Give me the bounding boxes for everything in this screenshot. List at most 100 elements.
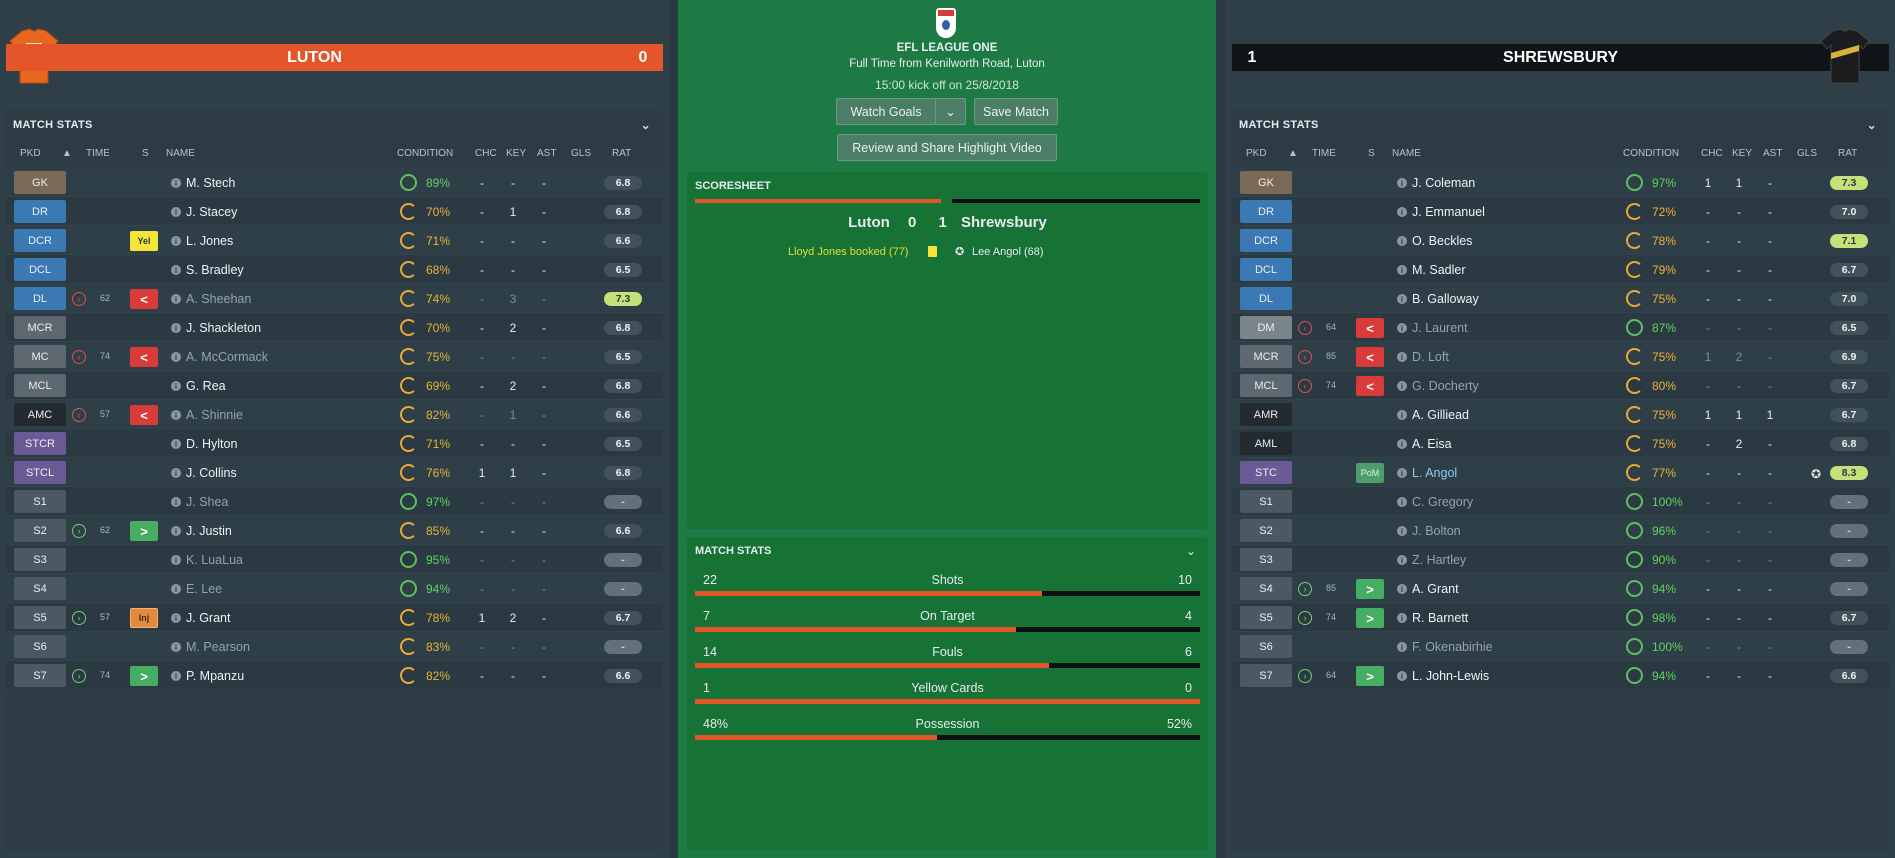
- player-name[interactable]: J. Bolton: [1412, 524, 1461, 538]
- position-badge[interactable]: S1: [1240, 490, 1292, 513]
- player-name[interactable]: J. Laurent: [1412, 321, 1468, 335]
- col-condition[interactable]: CONDITION: [1623, 148, 1680, 159]
- info-icon[interactable]: i: [1397, 265, 1407, 275]
- info-icon[interactable]: i: [171, 236, 181, 246]
- chevron-down-icon[interactable]: ⌄: [1185, 544, 1196, 558]
- col-s[interactable]: S: [1368, 148, 1375, 159]
- position-badge[interactable]: MCR: [14, 316, 66, 339]
- player-name[interactable]: A. Eisa: [1412, 437, 1452, 451]
- info-icon[interactable]: i: [1397, 671, 1407, 681]
- col-rat[interactable]: RAT: [1838, 148, 1858, 159]
- info-icon[interactable]: i: [171, 555, 181, 565]
- col-pkd[interactable]: PKD: [1246, 148, 1267, 159]
- col-s[interactable]: S: [142, 148, 149, 159]
- player-name[interactable]: Z. Hartley: [1412, 553, 1467, 567]
- chevron-down-icon[interactable]: ⌄: [1866, 118, 1877, 132]
- info-icon[interactable]: i: [1397, 323, 1407, 333]
- position-badge[interactable]: S5: [1240, 606, 1292, 629]
- position-badge[interactable]: S6: [1240, 635, 1292, 658]
- player-row[interactable]: DR i J. Emmanuel 72% - - - 7.0: [1232, 197, 1889, 226]
- info-icon[interactable]: i: [1397, 642, 1407, 652]
- player-row[interactable]: MCL ‹ 74 < i G. Docherty 80% - - - 6.7: [1232, 371, 1889, 400]
- player-name[interactable]: D. Loft: [1412, 350, 1449, 364]
- player-row[interactable]: MCR i J. Shackleton 70% - 2 - 6.8: [6, 313, 663, 342]
- position-badge[interactable]: DCL: [14, 258, 66, 281]
- player-name[interactable]: D. Hylton: [186, 437, 238, 451]
- away-event[interactable]: Lee Angol (68): [972, 246, 1044, 258]
- player-row[interactable]: S7 › 74 > i P. Mpanzu 82% - - - 6.6: [6, 661, 663, 690]
- col-chc[interactable]: CHC: [475, 148, 497, 159]
- col-pkd[interactable]: PKD: [20, 148, 41, 159]
- info-icon[interactable]: i: [171, 642, 181, 652]
- info-icon[interactable]: i: [1397, 410, 1407, 420]
- position-badge[interactable]: GK: [14, 171, 66, 194]
- player-name[interactable]: A. Gilliead: [1412, 408, 1469, 422]
- info-icon[interactable]: i: [171, 526, 181, 536]
- player-row[interactable]: AMC ‹ 57 < i A. Shinnie 82% - 1 - 6.6: [6, 400, 663, 429]
- position-badge[interactable]: DCL: [1240, 258, 1292, 281]
- watch-goals-dropdown[interactable]: ⌄: [935, 98, 966, 125]
- player-row[interactable]: DCR Yel i L. Jones 71% - - - 6.6: [6, 226, 663, 255]
- player-name[interactable]: R. Barnett: [1412, 611, 1469, 625]
- info-icon[interactable]: i: [171, 178, 181, 188]
- position-badge[interactable]: DCR: [14, 229, 66, 252]
- col-ast[interactable]: AST: [537, 148, 557, 159]
- player-name[interactable]: A. Grant: [1412, 582, 1459, 596]
- position-badge[interactable]: S7: [14, 664, 66, 687]
- player-name[interactable]: P. Mpanzu: [186, 669, 245, 683]
- player-row[interactable]: GK i M. Stech 89% - - - 6.8: [6, 168, 663, 197]
- player-name[interactable]: K. LuaLua: [186, 553, 243, 567]
- player-name[interactable]: O. Beckles: [1412, 234, 1473, 248]
- player-name[interactable]: C. Gregory: [1412, 495, 1474, 509]
- info-icon[interactable]: i: [171, 613, 181, 623]
- review-share-button[interactable]: Review and Share Highlight Video: [837, 134, 1057, 161]
- position-badge[interactable]: STCL: [14, 461, 66, 484]
- col-time[interactable]: TIME: [86, 148, 110, 159]
- player-name[interactable]: G. Rea: [186, 379, 226, 393]
- col-time[interactable]: TIME: [1312, 148, 1336, 159]
- info-icon[interactable]: i: [171, 323, 181, 333]
- player-name[interactable]: J. Collins: [186, 466, 237, 480]
- player-row[interactable]: GK i J. Coleman 97% 1 1 - 7.3: [1232, 168, 1889, 197]
- info-icon[interactable]: i: [1397, 178, 1407, 188]
- player-name[interactable]: A. McCormack: [186, 350, 268, 364]
- player-name[interactable]: J. Shea: [186, 495, 229, 509]
- player-name[interactable]: J. Grant: [186, 611, 231, 625]
- position-badge[interactable]: MCL: [1240, 374, 1292, 397]
- player-row[interactable]: AML i A. Eisa 75% - 2 - 6.8: [1232, 429, 1889, 458]
- info-icon[interactable]: i: [1397, 439, 1407, 449]
- player-row[interactable]: S2 › 62 > i J. Justin 85% - - - 6.6: [6, 516, 663, 545]
- player-name[interactable]: G. Docherty: [1412, 379, 1479, 393]
- player-name[interactable]: M. Sadler: [1412, 263, 1466, 277]
- player-name[interactable]: J. Emmanuel: [1412, 205, 1485, 219]
- position-badge[interactable]: AML: [1240, 432, 1292, 455]
- player-name[interactable]: M. Stech: [186, 176, 236, 190]
- player-name[interactable]: S. Bradley: [186, 263, 244, 277]
- col-condition[interactable]: CONDITION: [397, 148, 454, 159]
- player-row[interactable]: STCL i J. Collins 76% 1 1 - 6.8: [6, 458, 663, 487]
- info-icon[interactable]: i: [171, 294, 181, 304]
- position-badge[interactable]: DL: [14, 287, 66, 310]
- info-icon[interactable]: i: [1397, 381, 1407, 391]
- player-row[interactable]: DL i B. Galloway 75% - - - 7.0: [1232, 284, 1889, 313]
- home-event[interactable]: Lloyd Jones booked (77): [788, 246, 909, 258]
- player-row[interactable]: S2 i J. Bolton 96% - - - -: [1232, 516, 1889, 545]
- info-icon[interactable]: i: [171, 439, 181, 449]
- player-name[interactable]: J. Justin: [186, 524, 232, 538]
- player-row[interactable]: S6 i M. Pearson 83% - - - -: [6, 632, 663, 661]
- position-badge[interactable]: S3: [1240, 548, 1292, 571]
- sort-asc-icon[interactable]: ▲: [1288, 148, 1298, 159]
- position-badge[interactable]: DM: [1240, 316, 1292, 339]
- player-row[interactable]: S5 › 57 Inj i J. Grant 78% 1 2 - 6.7: [6, 603, 663, 632]
- col-key[interactable]: KEY: [506, 148, 527, 159]
- player-row[interactable]: DM ‹ 64 < i J. Laurent 87% - - - 6.5: [1232, 313, 1889, 342]
- col-chc[interactable]: CHC: [1701, 148, 1723, 159]
- player-row[interactable]: S1 i C. Gregory 100% - - - -: [1232, 487, 1889, 516]
- player-row[interactable]: S5 › 74 > i R. Barnett 98% - - - 6.7: [1232, 603, 1889, 632]
- info-icon[interactable]: i: [171, 265, 181, 275]
- col-ast[interactable]: AST: [1763, 148, 1783, 159]
- player-row[interactable]: AMR i A. Gilliead 75% 1 1 1 6.7: [1232, 400, 1889, 429]
- save-match-button[interactable]: Save Match: [974, 98, 1058, 125]
- player-name[interactable]: J. Coleman: [1412, 176, 1476, 190]
- player-name[interactable]: E. Lee: [186, 582, 223, 596]
